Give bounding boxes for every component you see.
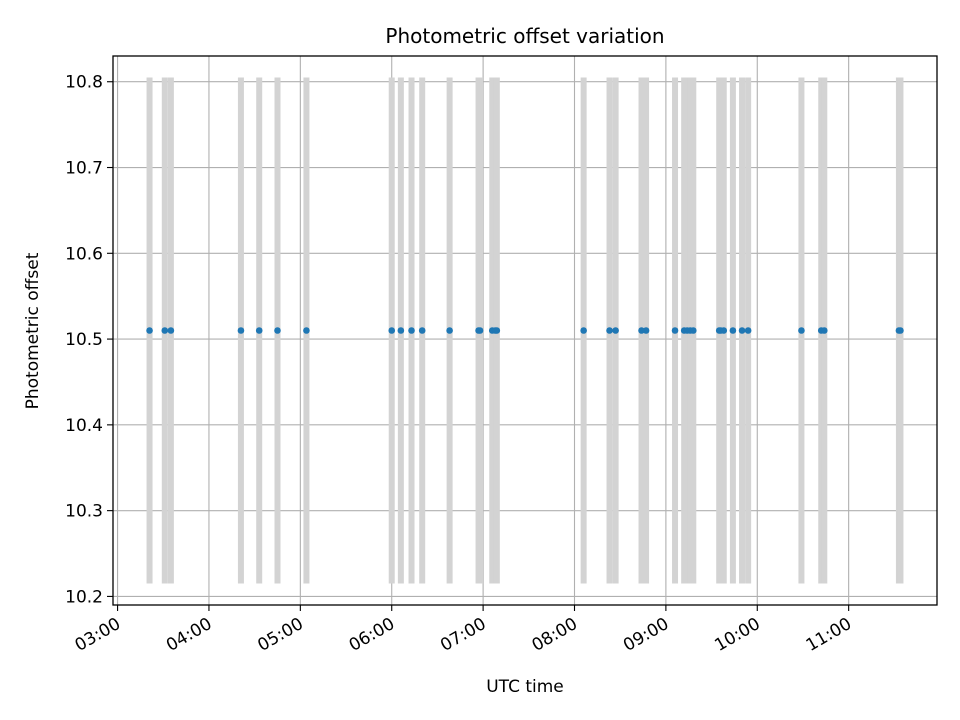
- data-point: [642, 327, 650, 334]
- chart-title: Photometric offset variation: [385, 24, 664, 48]
- data-point: [303, 327, 310, 334]
- y-tick-label: 10.2: [65, 587, 103, 607]
- data-point: [388, 327, 396, 334]
- data-point: [446, 327, 453, 334]
- data-point: [671, 327, 679, 334]
- data-points: [146, 327, 904, 334]
- data-point: [638, 327, 645, 334]
- data-point: [161, 327, 169, 334]
- data-point: [476, 327, 484, 334]
- y-tick-label: 10.6: [65, 244, 103, 264]
- x-axis-label: UTC time: [486, 677, 564, 697]
- y-tick-label: 10.5: [65, 330, 103, 350]
- y-tick-label: 10.7: [65, 159, 103, 179]
- data-point: [798, 327, 805, 334]
- plot-frame: [112, 55, 938, 606]
- data-point: [612, 327, 619, 334]
- data-point: [274, 327, 281, 334]
- data-point: [408, 327, 415, 334]
- data-point: [493, 327, 501, 334]
- data-point: [255, 327, 263, 334]
- y-tick-label: 10.8: [65, 73, 103, 93]
- y-tick-label: 10.3: [65, 502, 103, 522]
- data-point: [720, 327, 728, 334]
- data-point: [897, 327, 904, 334]
- data-point: [690, 327, 697, 334]
- y-axis-ticks: 10.2 10.3 10.4 10.5 10.6 10.7 10.8: [65, 73, 113, 607]
- data-point: [729, 327, 737, 334]
- data-point: [580, 327, 587, 334]
- data-point: [738, 327, 746, 334]
- data-point: [167, 327, 175, 334]
- data-point: [146, 327, 153, 334]
- data-point: [418, 327, 426, 334]
- data-point: [237, 327, 245, 334]
- data-point: [397, 327, 405, 334]
- y-tick-label: 10.4: [65, 416, 103, 436]
- data-point: [606, 327, 613, 334]
- y-axis-label: Photometric offset: [23, 252, 43, 409]
- data-point: [744, 327, 752, 334]
- data-point: [820, 327, 828, 334]
